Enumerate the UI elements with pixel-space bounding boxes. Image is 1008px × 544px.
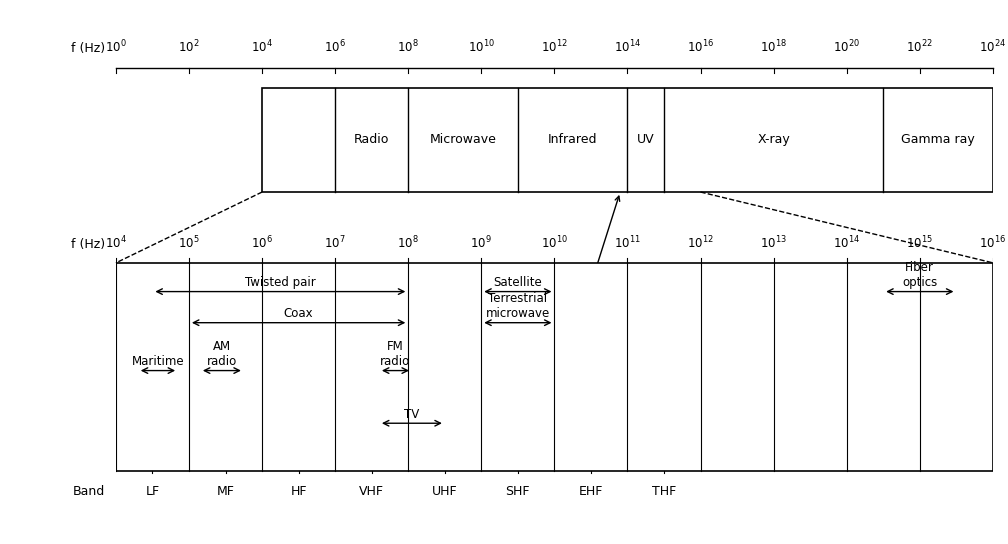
Text: $10^{18}$: $10^{18}$: [760, 38, 787, 55]
Text: $10^{6}$: $10^{6}$: [325, 38, 346, 55]
Text: Visible
light: Visible light: [572, 196, 620, 298]
Text: Radio: Radio: [354, 133, 389, 146]
Text: $10^{14}$: $10^{14}$: [834, 234, 860, 251]
Text: $10^{12}$: $10^{12}$: [687, 234, 714, 251]
Text: Maritime: Maritime: [132, 355, 184, 368]
Text: $10^{14}$: $10^{14}$: [614, 38, 641, 55]
Text: Terrestrial
microwave: Terrestrial microwave: [486, 292, 550, 320]
Text: $10^{2}$: $10^{2}$: [178, 38, 200, 55]
Text: TV: TV: [404, 408, 419, 421]
Text: $10^{13}$: $10^{13}$: [760, 234, 787, 251]
Text: f (Hz): f (Hz): [71, 42, 105, 55]
Text: $10^{8}$: $10^{8}$: [397, 234, 419, 251]
Text: Satellite: Satellite: [494, 276, 542, 289]
Text: $10^{4}$: $10^{4}$: [251, 38, 273, 55]
Text: EHF: EHF: [579, 485, 603, 498]
Text: $10^{20}$: $10^{20}$: [834, 38, 860, 55]
Text: $10^{8}$: $10^{8}$: [397, 38, 419, 55]
Text: $10^{6}$: $10^{6}$: [251, 234, 273, 251]
Text: X-ray: X-ray: [757, 133, 790, 146]
Text: Gamma ray: Gamma ray: [901, 133, 975, 146]
Text: AM
radio: AM radio: [207, 340, 237, 368]
Text: Fiber
optics: Fiber optics: [902, 261, 937, 289]
Text: THF: THF: [652, 485, 676, 498]
Text: $10^{16}$: $10^{16}$: [980, 234, 1006, 251]
Text: $10^{16}$: $10^{16}$: [687, 38, 714, 55]
Text: VHF: VHF: [359, 485, 384, 498]
Text: Coax: Coax: [284, 307, 313, 320]
Text: LF: LF: [145, 485, 159, 498]
Text: $10^{7}$: $10^{7}$: [325, 234, 346, 251]
Bar: [116, 263, 993, 471]
Text: $10^{5}$: $10^{5}$: [178, 234, 200, 251]
Text: MF: MF: [217, 485, 235, 498]
Text: $10^{10}$: $10^{10}$: [468, 38, 495, 55]
Text: UHF: UHF: [432, 485, 458, 498]
Text: $10^{12}$: $10^{12}$: [541, 38, 568, 55]
Text: $10^{15}$: $10^{15}$: [906, 234, 933, 251]
Bar: [262, 88, 993, 192]
Text: Band: Band: [73, 485, 105, 498]
Text: Microwave: Microwave: [429, 133, 497, 146]
Text: $10^{22}$: $10^{22}$: [906, 38, 933, 55]
Text: Infrared: Infrared: [548, 133, 598, 146]
Text: UV: UV: [637, 133, 654, 146]
Text: $10^{10}$: $10^{10}$: [541, 234, 568, 251]
Text: $10^{9}$: $10^{9}$: [471, 234, 492, 251]
Text: Twisted pair: Twisted pair: [245, 276, 316, 289]
Text: SHF: SHF: [506, 485, 530, 498]
Text: f (Hz): f (Hz): [71, 238, 105, 251]
Text: FM
radio: FM radio: [380, 340, 410, 368]
Text: $10^{11}$: $10^{11}$: [614, 234, 641, 251]
Text: $10^{24}$: $10^{24}$: [980, 38, 1006, 55]
Text: HF: HF: [290, 485, 306, 498]
Text: $10^{0}$: $10^{0}$: [105, 38, 127, 55]
Text: $10^{4}$: $10^{4}$: [105, 234, 127, 251]
